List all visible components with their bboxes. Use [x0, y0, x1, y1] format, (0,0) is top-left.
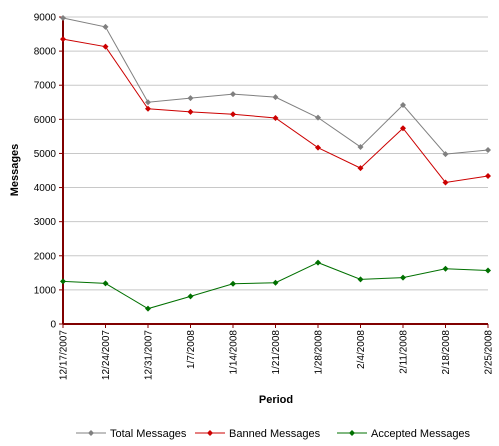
series-line — [62, 17, 489, 155]
legend-item: Total Messages — [76, 428, 187, 440]
legend-label: Accepted Messages — [371, 428, 471, 440]
data-point — [485, 172, 491, 179]
legend-label: Total Messages — [110, 428, 187, 440]
data-point — [145, 99, 151, 106]
legend-marker — [88, 430, 94, 436]
series-group — [60, 15, 491, 312]
data-point — [145, 105, 151, 112]
x-tick-label: 2/18/2008 — [441, 330, 452, 375]
data-point — [485, 147, 491, 154]
data-point — [187, 108, 194, 115]
x-tick-label: 2/11/2008 — [399, 330, 410, 374]
y-tick-label: 8000 — [34, 47, 57, 58]
legend-marker — [349, 430, 355, 436]
x-tick-label: 1/7/2008 — [186, 330, 197, 369]
y-tick-label: 6000 — [34, 115, 57, 126]
data-point — [272, 94, 279, 101]
data-point — [485, 267, 491, 274]
x-tick-label: 12/31/2007 — [144, 330, 155, 380]
x-tick-label: 12/24/2007 — [101, 330, 112, 380]
data-point — [187, 95, 194, 102]
data-point — [442, 151, 449, 158]
legend-label: Banned Messages — [229, 428, 321, 440]
data-point — [60, 15, 66, 22]
data-point — [315, 114, 321, 121]
x-axis-title: Period — [259, 394, 293, 406]
data-point — [315, 259, 321, 266]
y-tick-label: 9000 — [34, 13, 57, 24]
data-point — [145, 305, 151, 312]
x-tick-label: 12/17/2007 — [59, 330, 70, 380]
legend: Total Messages Banned Messages Accepted Me… — [76, 428, 471, 440]
data-point — [315, 144, 321, 151]
x-tick-label: 1/28/2008 — [314, 330, 325, 375]
x-tick-label: 2/4/2008 — [356, 330, 367, 369]
y-tick-label: 1000 — [34, 285, 57, 296]
data-point — [400, 102, 406, 109]
series-accepted-messages — [60, 259, 491, 312]
data-point — [400, 125, 406, 132]
data-point — [230, 91, 236, 98]
data-point — [102, 280, 109, 287]
data-point — [102, 43, 109, 50]
data-point — [272, 279, 279, 286]
gridlines — [63, 16, 488, 325]
x-tick-label: 1/14/2008 — [229, 330, 240, 375]
legend-marker — [207, 430, 213, 436]
x-tick-labels: 12/17/2007 12/24/2007 12/31/2007 1/7/2008 1/… — [59, 330, 495, 380]
data-point — [60, 278, 66, 285]
y-tick-label: 5000 — [34, 149, 57, 160]
y-axis-title: Messages — [9, 144, 21, 197]
series-banned-messages — [60, 36, 491, 186]
x-tick-label: 1/21/2008 — [271, 330, 282, 375]
data-point — [442, 265, 449, 272]
legend-item: Banned Messages — [195, 428, 321, 440]
axes — [59, 16, 489, 328]
data-point — [230, 280, 236, 287]
y-tick-label: 2000 — [34, 251, 57, 262]
data-point — [357, 276, 364, 283]
data-point — [272, 114, 279, 121]
legend-item: Accepted Messages — [337, 428, 471, 440]
y-tick-label: 7000 — [34, 81, 57, 92]
y-tick-label: 3000 — [34, 217, 57, 228]
data-point — [102, 23, 109, 30]
data-point — [187, 293, 194, 300]
y-tick-label: 4000 — [34, 183, 57, 194]
x-tick-label: 2/25/2008 — [484, 330, 495, 375]
data-point — [357, 165, 364, 172]
data-point — [357, 143, 364, 150]
series-total-messages — [60, 15, 491, 158]
data-point — [442, 179, 449, 186]
data-point — [230, 111, 236, 118]
data-point — [60, 36, 66, 43]
y-tick-labels: 0 1000 2000 3000 4000 5000 6000 7000 8000 9000 — [34, 13, 57, 331]
data-point — [400, 274, 406, 281]
series-line — [62, 38, 489, 183]
y-tick-label: 0 — [50, 320, 56, 331]
